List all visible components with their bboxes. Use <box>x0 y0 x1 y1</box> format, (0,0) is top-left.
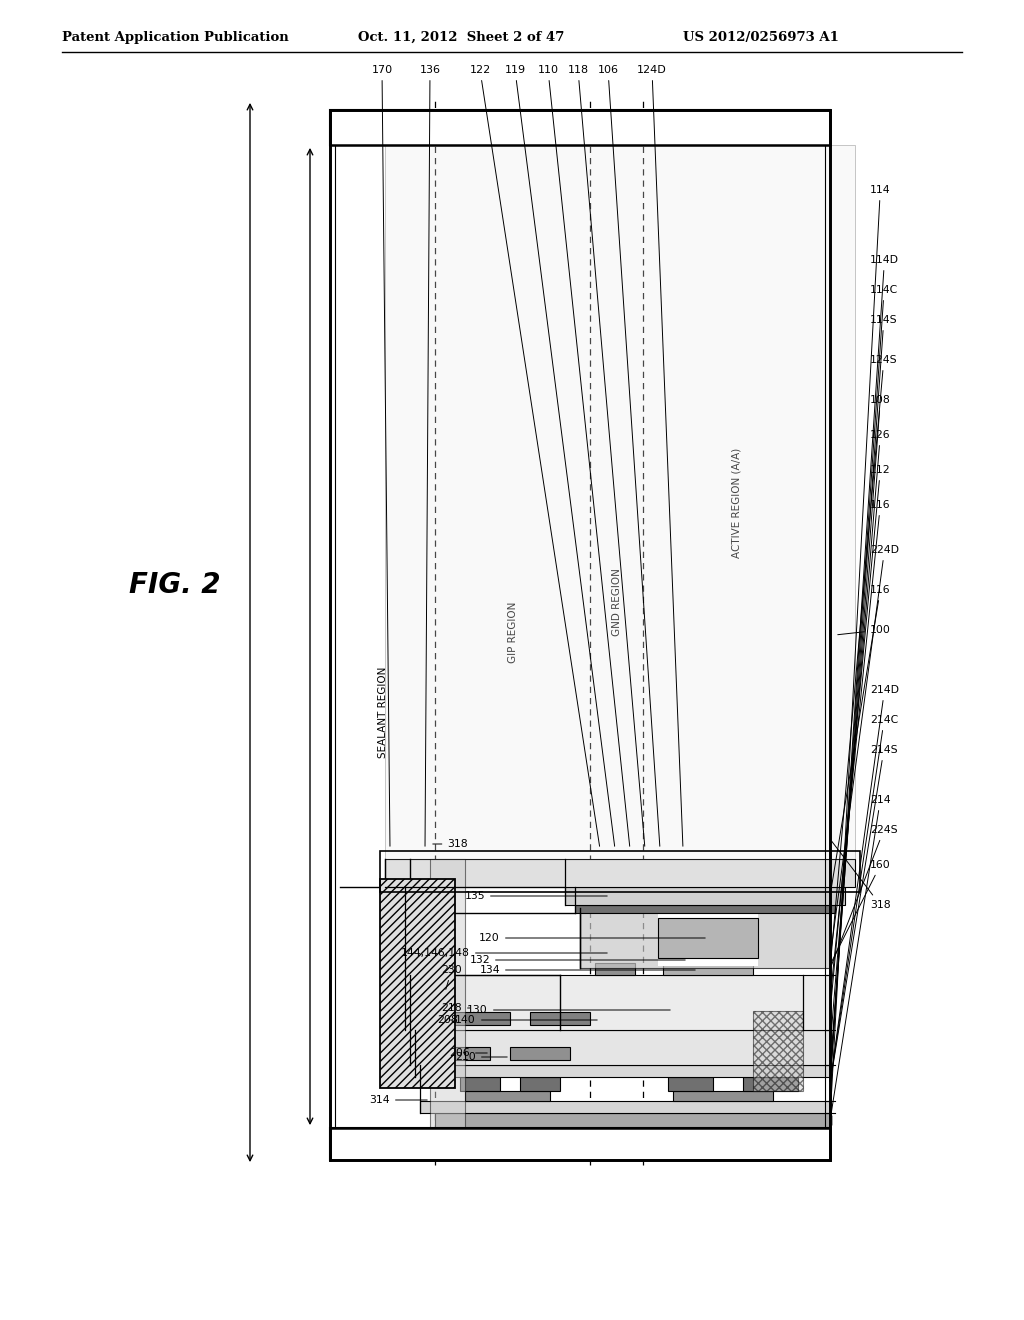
Text: 126: 126 <box>830 430 891 1045</box>
Bar <box>673 1092 773 1101</box>
Text: 114: 114 <box>830 185 891 1118</box>
Text: 208: 208 <box>437 1015 458 1026</box>
Text: 118: 118 <box>567 65 645 846</box>
Bar <box>380 851 860 892</box>
Bar <box>663 964 753 975</box>
Bar <box>385 859 855 887</box>
Text: 214S: 214S <box>830 744 898 1081</box>
Bar <box>330 110 830 145</box>
Bar <box>668 1077 713 1092</box>
Bar <box>530 1012 590 1026</box>
Text: 122: 122 <box>469 65 600 846</box>
Bar <box>330 1129 830 1160</box>
Text: 218: 218 <box>441 1003 470 1012</box>
Text: 224S: 224S <box>831 825 898 966</box>
Text: 132: 132 <box>469 954 685 965</box>
Text: 120: 120 <box>479 933 706 942</box>
Bar <box>385 145 855 859</box>
Text: 210: 210 <box>456 1052 507 1063</box>
Text: 106: 106 <box>597 65 659 846</box>
Bar <box>743 1077 798 1092</box>
Bar <box>565 887 845 906</box>
Bar <box>415 1065 830 1077</box>
Bar <box>510 1047 570 1060</box>
Text: 114C: 114C <box>830 285 898 1081</box>
Bar <box>380 879 455 1088</box>
Text: 110: 110 <box>538 65 630 846</box>
Text: 130: 130 <box>467 1005 671 1015</box>
Text: 160: 160 <box>831 861 891 962</box>
Bar <box>445 1012 510 1026</box>
Text: 100: 100 <box>838 624 891 635</box>
Text: 108: 108 <box>830 395 891 1068</box>
Text: 114S: 114S <box>830 315 898 1081</box>
Bar <box>406 975 830 1030</box>
Text: GND REGION: GND REGION <box>611 569 622 636</box>
Bar <box>460 1077 500 1092</box>
Bar <box>330 110 830 1160</box>
Text: 134: 134 <box>479 965 695 975</box>
Bar <box>753 1011 803 1092</box>
Text: SEALANT REGION: SEALANT REGION <box>378 667 387 758</box>
Text: GIP REGION: GIP REGION <box>508 602 517 663</box>
Text: 170: 170 <box>372 65 392 846</box>
Text: 135: 135 <box>464 891 607 902</box>
Bar <box>435 1047 490 1060</box>
Bar <box>330 110 830 145</box>
Bar <box>595 964 635 975</box>
Bar <box>410 1030 830 1065</box>
Text: FIG. 2: FIG. 2 <box>129 572 221 599</box>
Text: 230: 230 <box>441 965 462 989</box>
Text: 214D: 214D <box>830 685 899 1081</box>
Text: 224D: 224D <box>830 545 899 956</box>
Text: 116: 116 <box>830 585 891 894</box>
Bar <box>465 1092 550 1101</box>
Text: 314: 314 <box>370 1096 427 1105</box>
Bar <box>330 1129 830 1160</box>
Bar <box>575 906 835 913</box>
Text: 119: 119 <box>505 65 614 846</box>
Bar <box>435 1113 830 1129</box>
Bar <box>658 909 758 966</box>
Text: 114D: 114D <box>830 255 899 1081</box>
Bar <box>420 1101 830 1113</box>
Text: US 2012/0256973 A1: US 2012/0256973 A1 <box>683 30 839 44</box>
Text: 140: 140 <box>456 1015 597 1026</box>
Text: 136: 136 <box>420 65 440 846</box>
Text: 318: 318 <box>433 840 468 849</box>
Text: 214C: 214C <box>830 715 898 1081</box>
Text: 214: 214 <box>830 795 891 1118</box>
Text: 144,146,148: 144,146,148 <box>401 948 607 958</box>
Bar <box>658 917 758 958</box>
Text: 116: 116 <box>830 500 891 997</box>
Bar <box>430 859 465 1129</box>
Text: 318: 318 <box>831 841 891 909</box>
Bar <box>520 1077 560 1092</box>
Text: 124S: 124S <box>830 355 898 966</box>
Text: 124D: 124D <box>637 65 683 846</box>
Text: ACTIVE REGION (A/A): ACTIVE REGION (A/A) <box>731 447 741 557</box>
Text: Oct. 11, 2012  Sheet 2 of 47: Oct. 11, 2012 Sheet 2 of 47 <box>358 30 564 44</box>
Text: 206: 206 <box>450 1048 487 1059</box>
Text: Patent Application Publication: Patent Application Publication <box>62 30 289 44</box>
Bar <box>580 908 830 968</box>
Text: 112: 112 <box>830 465 891 1010</box>
